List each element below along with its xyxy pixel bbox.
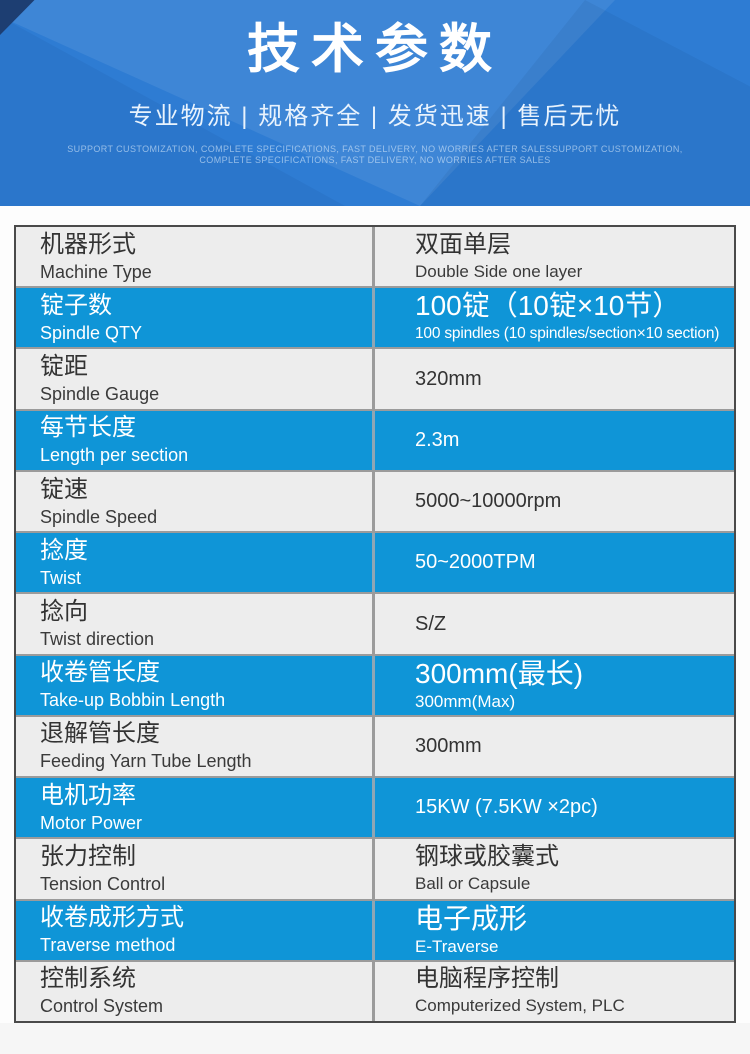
table-row: 退解管长度 Feeding Yarn Tube Length 300mm [16,714,734,777]
table-row: 锭子数 Spindle QTY 100锭（10锭×10节） 100 spindles … [16,286,734,348]
row-value-cell: 100锭（10锭×10节） 100 spindles (10 spindles/s… [375,288,734,347]
row-label-en: Motor Power [40,812,143,833]
row-value-en: Double Side one layer [415,261,583,281]
row-label-zh: 锭子数 [40,291,112,319]
table-row: 锭速 Spindle Speed 5000~10000rpm [16,469,734,532]
row-value-zh: 100锭（10锭×10节） [415,290,681,322]
table-row: 张力控制 Tension Control 钢球或胶囊式 Ball or Capsule [16,837,734,899]
row-label-en: Machine Type [40,261,152,282]
row-value: 300mm [415,734,482,757]
row-value-zh: 钢球或胶囊式 [415,842,559,870]
row-value-en: Computerized System, PLC [415,996,625,1016]
row-label-zh: 锭速 [40,475,88,503]
page-title: 技术参数 [247,20,503,79]
banner-tagline: SUPPORT CUSTOMIZATION, COMPLETE SPECIFIC… [0,144,750,166]
row-label-cell: 锭子数 Spindle QTY [16,288,375,348]
table-row: 收卷成形方式 Traverse method 电子成形 E-Traverse [16,898,734,960]
table-row: 捻向 Twist direction S/Z [16,592,734,654]
row-value-cell: 钢球或胶囊式 Ball or Capsule [375,839,734,898]
row-label-cell: 退解管长度 Feeding Yarn Tube Length [16,716,375,777]
row-label-zh: 控制系统 [40,965,136,993]
row-value-en: 100 spindles (10 spindles/section×10 sec… [415,325,720,343]
row-label-zh: 锭距 [40,353,88,381]
banner-tagline-line1: SUPPORT CUSTOMIZATION, COMPLETE SPECIFIC… [67,144,683,155]
row-label-cell: 锭速 Spindle Speed [16,471,375,532]
row-label-en: Spindle Speed [40,506,158,527]
row-value-cell: 2.3m [375,411,734,470]
row-label-cell: 捻向 Twist direction [16,594,375,654]
row-label-zh: 捻度 [40,536,88,564]
table-row: 电机功率 Motor Power 15KW (7.5KW ×2pc) [16,776,734,838]
row-value-en: Ball or Capsule [415,873,531,893]
row-value-cell: 5000~10000rpm [375,472,734,531]
row-value-en: 300mm(Max) [415,691,516,711]
row-value: 5000~10000rpm [415,490,562,513]
row-label-cell: 控制系统 Control System [16,961,375,1022]
row-label-cell: 收卷管长度 Take-up Bobbin Length [16,655,375,715]
row-value-cell: 电脑程序控制 Computerized System, PLC [375,962,734,1021]
row-value-cell: 300mm(最长) 300mm(Max) [375,656,734,715]
row-value: S/Z [415,612,447,635]
row-value-cell: 320mm [375,349,734,408]
row-label-cell: 机器形式 Machine Type [16,227,375,287]
banner-tagline-line2: COMPLETE SPECIFICATIONS, FAST DELIVERY, … [199,155,551,166]
row-label-en: Feeding Yarn Tube Length [40,751,252,772]
row-value-cell: 电子成形 E-Traverse [375,901,734,960]
spec-table: 机器形式 Machine Type 双面单层 Double Side one laye… [14,225,736,1023]
row-label-zh: 机器形式 [40,230,136,258]
row-value-cell: 双面单层 Double Side one layer [375,227,734,286]
banner-table-gap [0,206,750,225]
row-value-zh: 电脑程序控制 [415,965,559,993]
row-label-zh: 收卷管长度 [40,659,160,687]
row-label-cell: 锭距 Spindle Gauge [16,349,375,409]
row-label-cell: 电机功率 Motor Power [16,778,375,838]
row-value: 2.3m [415,428,460,451]
row-label-en: Traverse method [40,935,176,956]
row-value: 50~2000TPM [415,551,536,574]
row-label-en: Twist [40,567,82,588]
row-value-zh: 300mm(最长) [415,657,584,689]
banner: 技术参数 专业物流 | 规格齐全 | 发货迅速 | 售后无忧 SUPPORT C… [0,0,750,206]
row-label-zh: 收卷成形方式 [40,904,184,932]
row-label-cell: 张力控制 Tension Control [16,839,375,899]
row-label-zh: 捻向 [40,598,88,626]
row-value-cell: S/Z [375,594,734,653]
row-value-cell: 300mm [375,717,734,776]
table-row: 收卷管长度 Take-up Bobbin Length 300mm(最长) 300mm… [16,653,734,715]
row-label-zh: 退解管长度 [40,720,160,748]
row-value-cell: 15KW (7.5KW ×2pc) [375,778,734,837]
row-value-zh: 双面单层 [415,230,511,258]
table-row: 机器形式 Machine Type 双面单层 Double Side one laye… [16,227,734,287]
row-label-zh: 张力控制 [40,842,136,870]
row-value-en: E-Traverse [415,936,499,956]
row-value-cell: 50~2000TPM [375,533,734,592]
row-value: 320mm [415,367,482,390]
row-label-en: Control System [40,996,164,1017]
row-label-en: Spindle QTY [40,322,143,343]
row-label-en: Spindle Gauge [40,384,160,405]
row-value-zh: 电子成形 [415,902,528,934]
row-label-zh: 电机功率 [40,781,136,809]
banner-subtitle: 专业物流 | 规格齐全 | 发货迅速 | 售后无忧 [128,103,622,131]
row-label-cell: 捻度 Twist [16,533,375,593]
row-label-en: Length per section [40,445,189,466]
row-label-zh: 每节长度 [40,414,136,442]
table-row: 锭距 Spindle Gauge 320mm [16,347,734,409]
table-row: 捻度 Twist 50~2000TPM [16,531,734,593]
table-row: 每节长度 Length per section 2.3m [16,408,734,470]
table-row: 控制系统 Control System 电脑程序控制 Computerized Sys… [16,959,734,1022]
footer-strip [0,1023,750,1054]
row-label-en: Tension Control [40,873,166,894]
row-label-en: Twist direction [40,629,155,650]
row-label-cell: 每节长度 Length per section [16,410,375,470]
row-label-cell: 收卷成形方式 Traverse method [16,900,375,960]
row-label-en: Take-up Bobbin Length [40,690,226,711]
row-value: 15KW (7.5KW ×2pc) [415,796,598,819]
